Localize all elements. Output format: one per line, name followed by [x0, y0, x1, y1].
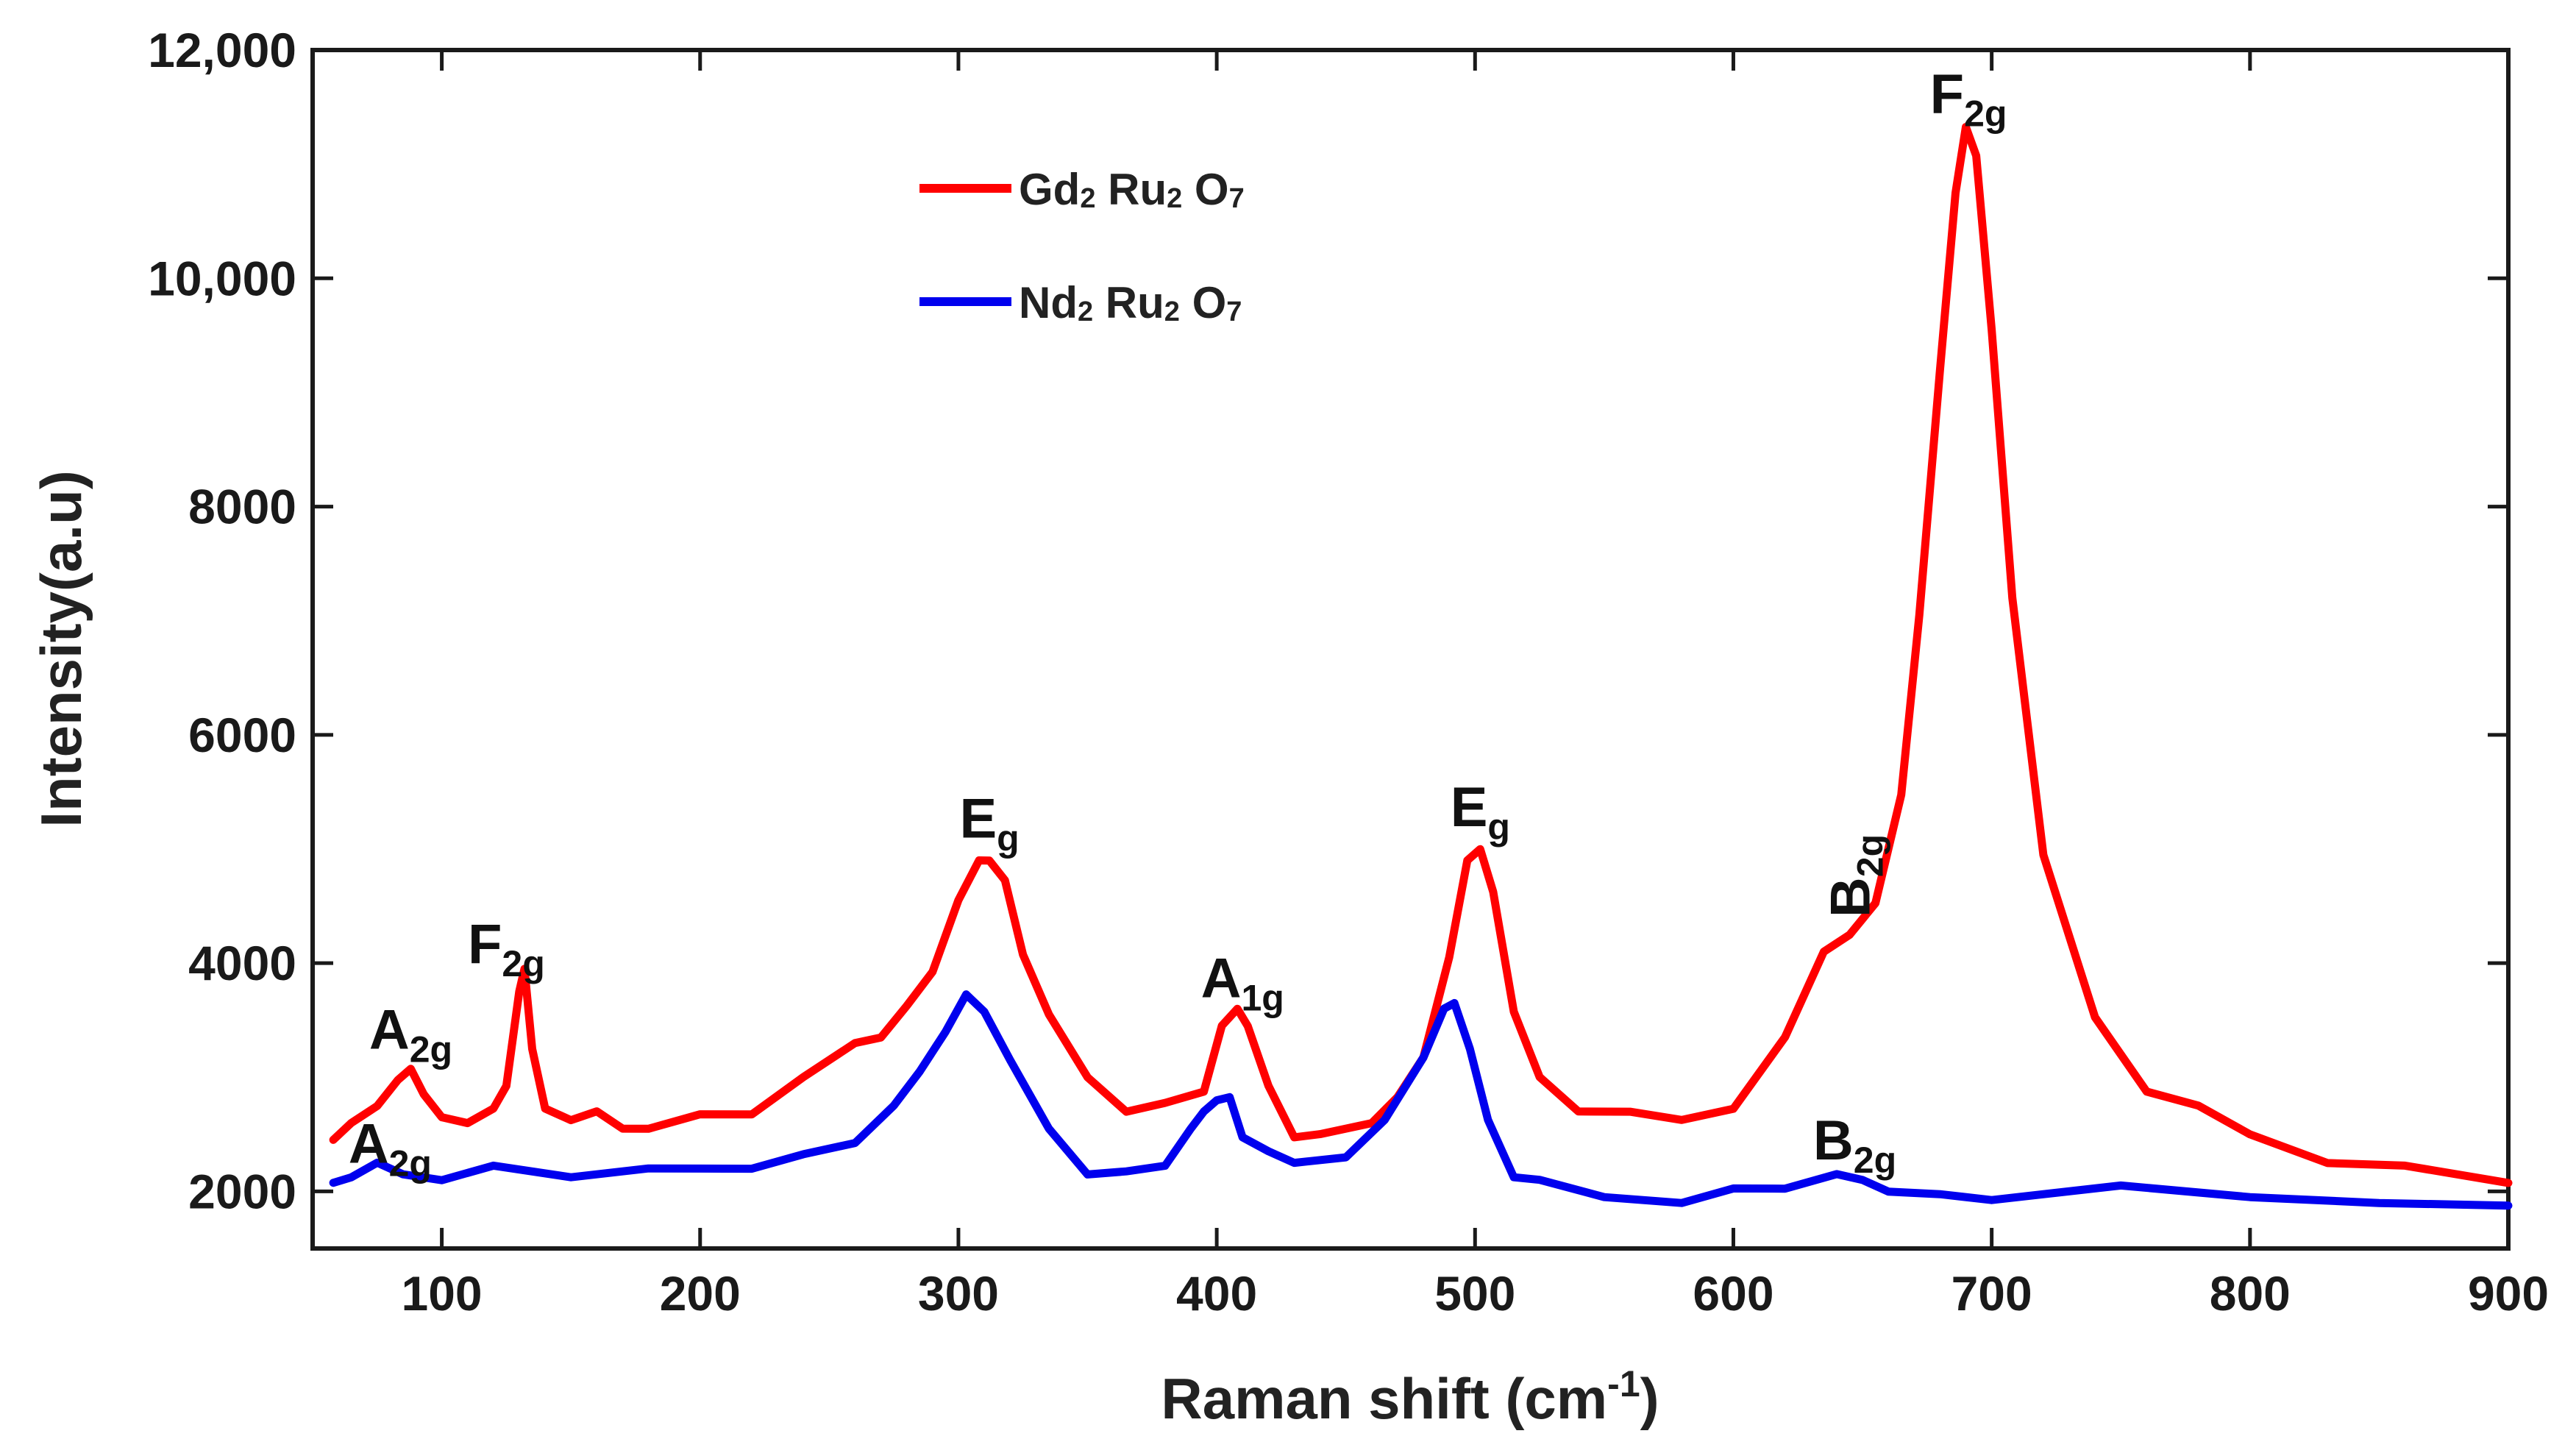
legend-gd-subscript-2: 2	[1167, 183, 1182, 214]
peak-label-subscript: 2g	[1854, 1140, 1896, 1181]
peak-label-symbol: B	[1820, 877, 1882, 917]
x-tick-label: 300	[918, 1266, 999, 1321]
legend-nd-subscript-2: 2	[1164, 296, 1180, 327]
legend-gd-element-2: Ru	[1095, 165, 1167, 214]
peak-label-symbol: F	[1930, 63, 1964, 125]
x-tick-label: 600	[1693, 1266, 1773, 1321]
peak-label-a1g: A1g	[1201, 948, 1284, 1019]
y-tick-label: 4000	[188, 936, 296, 990]
peak-label-a2g: A2g	[369, 999, 452, 1070]
peak-label-subscript: g	[1487, 806, 1510, 848]
peak-label-symbol: F	[468, 913, 502, 976]
x-axis-ticks: 100 200 300 400 500 600 700 800 900	[402, 50, 2549, 1321]
peak-label-symbol: A	[369, 999, 410, 1062]
peak-label-b2g: B2g	[1820, 834, 1891, 917]
peak-label-subscript: 1g	[1242, 978, 1284, 1019]
legend-nd-element-3: O	[1180, 278, 1226, 327]
peak-label-symbol: B	[1813, 1109, 1854, 1172]
peak-label-subscript: g	[997, 817, 1020, 859]
x-tick-label: 900	[2468, 1266, 2549, 1321]
legend-gd-subscript-3: 7	[1229, 183, 1245, 214]
peak-label-symbol: A	[1201, 948, 1242, 1010]
legend-nd-subscript-1: 2	[1078, 296, 1093, 327]
peak-label-f2g: F2g	[1930, 63, 2007, 134]
legend-gd-element-3: O	[1182, 165, 1228, 214]
peak-label-symbol: E	[959, 787, 997, 850]
x-axis-title: Raman shift (cm-1)	[1161, 1363, 1659, 1431]
y-tick-label: 2000	[188, 1164, 296, 1218]
legend-label-gd2ru2o7: Gd2 Ru2 O7	[1019, 165, 1245, 214]
peak-label-subscript: 2g	[410, 1029, 452, 1070]
legend-nd-element-2: Ru	[1093, 278, 1164, 327]
peak-label-subscript: 2g	[389, 1143, 432, 1184]
peak-label-a2g: A2g	[349, 1113, 432, 1184]
peak-label-eg: Eg	[1451, 776, 1510, 848]
peak-label-subscript: 2g	[1964, 93, 2007, 134]
legend-label-nd2ru2o7: Nd2 Ru2 O7	[1019, 278, 1242, 327]
x-tick-label: 500	[1434, 1266, 1515, 1321]
legend-gd-subscript-1: 2	[1080, 183, 1095, 214]
peak-label-symbol: E	[1451, 776, 1488, 839]
x-axis-title-text: Raman shift (cm	[1161, 1366, 1607, 1431]
peak-label-eg: Eg	[959, 787, 1019, 859]
x-tick-label: 800	[2210, 1266, 2291, 1321]
x-axis-title-close: )	[1640, 1366, 1659, 1431]
legend-gd-element-1: Gd	[1019, 165, 1080, 214]
x-tick-label: 200	[660, 1266, 741, 1321]
y-axis-title: Intensity(a.u)	[29, 470, 93, 827]
legend: Gd2 Ru2 O7 Nd2 Ru2 O7	[919, 165, 1245, 327]
y-tick-label: 10,000	[148, 251, 296, 305]
y-tick-label: 8000	[188, 480, 296, 534]
series-layer	[329, 123, 2513, 1210]
series-line-gd2ru2o7	[329, 123, 2513, 1187]
peak-label-f2g: F2g	[468, 913, 545, 984]
series-line-nd2ru2o7	[329, 990, 2513, 1210]
x-tick-label: 700	[1951, 1266, 2032, 1321]
peak-label-subscript: 2g	[1850, 834, 1891, 877]
legend-nd-subscript-3: 7	[1226, 296, 1242, 327]
peak-label-b2g: B2g	[1813, 1109, 1896, 1181]
y-axis-ticks: 2000 4000 6000 8000 10,000 12,000	[148, 23, 2508, 1218]
legend-nd-element-1: Nd	[1019, 278, 1078, 327]
x-tick-label: 400	[1176, 1266, 1257, 1321]
x-axis-title-superscript: -1	[1607, 1363, 1640, 1404]
y-tick-label: 6000	[188, 708, 296, 762]
peak-label-subscript: 2g	[502, 943, 544, 984]
y-tick-label: 12,000	[148, 23, 296, 77]
peak-label-symbol: A	[349, 1113, 389, 1176]
plot-frame	[310, 48, 2511, 1251]
x-tick-label: 100	[402, 1266, 483, 1321]
